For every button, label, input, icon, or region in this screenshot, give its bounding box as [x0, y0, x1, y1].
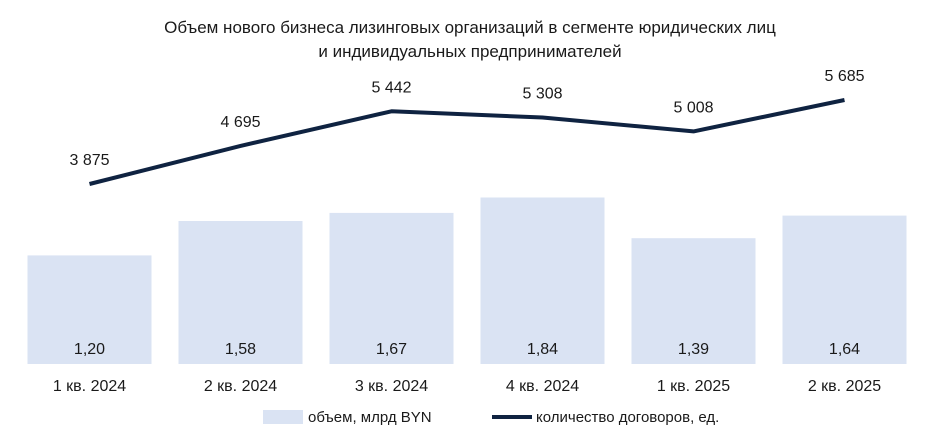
line-value-labels: 3 875 4 695 5 442 5 308 5 008 5 685	[69, 68, 864, 169]
bar-0	[27, 255, 152, 364]
line-value-label-4: 5 008	[673, 99, 713, 116]
bar-3	[480, 197, 605, 364]
line-layer	[89, 98, 845, 186]
bar-2	[329, 212, 454, 364]
x-axis-tick-labels: 1 кв. 2024 2 кв. 2024 3 кв. 2024 4 кв. 2024…	[53, 378, 881, 395]
bar-value-labels: 1,20 1,58 1,67 1,84 1,39 1,64	[74, 341, 860, 358]
bar-value-label-3: 1,84	[527, 341, 558, 358]
x-tick-label-4: 1 кв. 2025	[657, 378, 730, 395]
x-tick-label-3: 4 кв. 2024	[506, 378, 579, 395]
chart-title-line-2: и индивидуальных предпринимателей	[318, 42, 621, 61]
bar-4	[631, 238, 756, 364]
line-value-label-3: 5 308	[522, 86, 562, 103]
legend-label-line: количество договоров, ед.	[536, 409, 719, 426]
legend: объем, млрд BYN количество договоров, ед…	[263, 409, 719, 426]
x-tick-label-5: 2 кв. 2025	[808, 378, 881, 395]
legend-label-bar: объем, млрд BYN	[308, 409, 432, 426]
bar-value-label-1: 1,58	[225, 341, 256, 358]
bar-5	[782, 215, 907, 364]
chart-title: Объем нового бизнеса лизинговых организа…	[164, 18, 776, 61]
bar-value-label-4: 1,39	[678, 341, 709, 358]
x-tick-label-2: 3 кв. 2024	[355, 378, 428, 395]
bars-layer	[27, 197, 907, 364]
bar-1	[178, 221, 303, 364]
legend-swatch-bar	[263, 410, 303, 424]
line-series	[89, 98, 845, 186]
bar-value-label-2: 1,67	[376, 341, 407, 358]
line-value-label-5: 5 685	[824, 68, 864, 85]
line-value-label-0: 3 875	[69, 152, 109, 169]
line-value-label-1: 4 695	[220, 114, 260, 131]
bar-value-label-0: 1,20	[74, 341, 105, 358]
chart-title-line-1: Объем нового бизнеса лизинговых организа…	[164, 18, 776, 37]
bar-value-label-5: 1,64	[829, 341, 860, 358]
x-tick-label-1: 2 кв. 2024	[204, 378, 277, 395]
x-tick-label-0: 1 кв. 2024	[53, 378, 126, 395]
line-value-label-2: 5 442	[371, 79, 411, 96]
